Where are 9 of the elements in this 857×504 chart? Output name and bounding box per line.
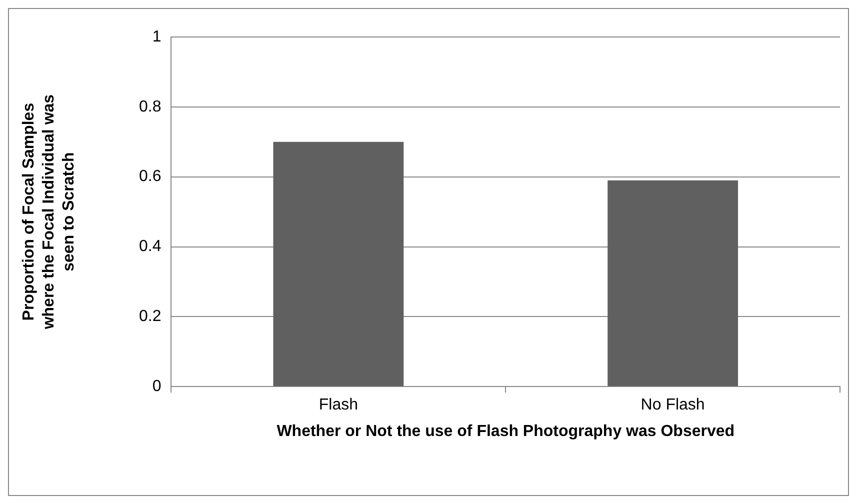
y-tick-label: 0.4 — [138, 238, 162, 256]
x-tick-label: No Flash — [640, 396, 705, 414]
y-tick-label: 0.6 — [138, 168, 162, 186]
y-tick-label: 1 — [152, 28, 162, 46]
y-tick-label: 0.8 — [138, 98, 162, 116]
x-tick-label: Flash — [318, 396, 358, 414]
y-tick-label: 0.2 — [138, 308, 162, 326]
y-tick-label: 0 — [152, 378, 162, 396]
y-axis-title: Proportion of Focal Samples where the Focal Individual was seen to Scratch — [20, 94, 78, 330]
